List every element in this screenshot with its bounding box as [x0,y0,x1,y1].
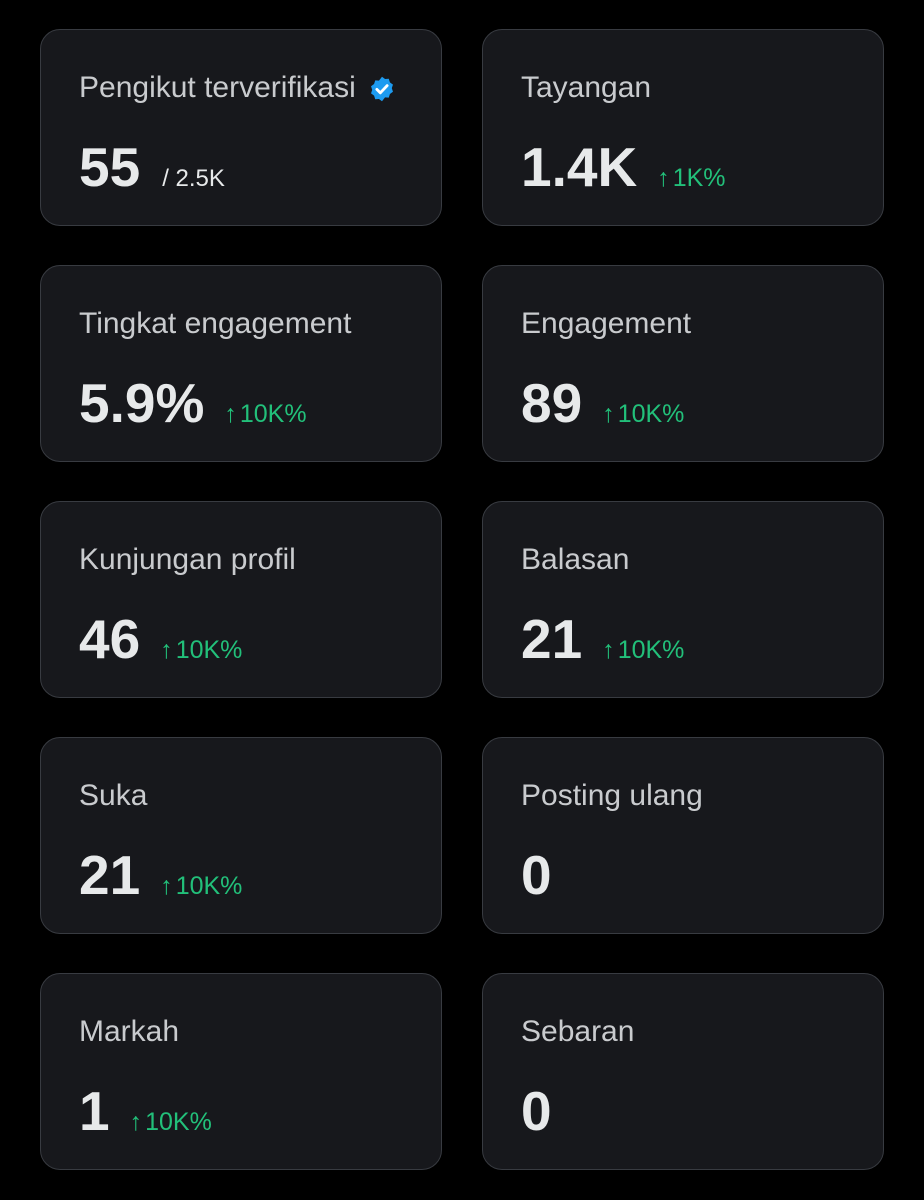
metric-label: Tingkat engagement [79,307,352,340]
metric-value: 0 [521,1080,552,1142]
metric-total: / 2.5K [162,165,225,192]
metric-value: 55 [79,136,141,198]
metric-value-row: 0 [521,1078,552,1144]
metric-value-row: 1 ↑ 10K% [79,1078,212,1144]
metric-card-impressions[interactable]: Tayangan 1.4K ↑ 1K% [482,29,884,226]
metric-card-profile-visits[interactable]: Kunjungan profil 46 ↑ 10K% [40,501,442,698]
metric-change-value: 10K% [239,400,307,428]
metric-card-engagements[interactable]: Engagement 89 ↑ 10K% [482,265,884,462]
metric-value: 46 [79,608,141,670]
arrow-up-icon: ↑ [160,872,173,900]
metric-value: 5.9% [79,372,205,434]
metric-card-verified-followers[interactable]: Pengikut terverifikasi 55 / 2.5K [40,29,442,226]
metric-label-row: Pengikut terverifikasi [79,68,396,108]
metric-change: ↑ 10K% [224,400,306,429]
metric-value: 21 [79,844,141,906]
metric-label: Engagement [521,307,692,340]
metric-change: ↑ 10K% [160,872,242,901]
metric-label: Posting ulang [521,779,703,812]
metric-value-row: 1.4K ↑ 1K% [521,134,726,200]
metric-label: Markah [79,1015,180,1048]
metric-value: 0 [521,844,552,906]
metric-change-value: 10K% [617,400,685,428]
metric-value-row: 21 ↑ 10K% [79,842,242,908]
verified-badge-icon [368,74,396,102]
metric-change-value: 10K% [175,636,243,664]
arrow-up-icon: ↑ [224,400,237,428]
metric-change: ↑ 10K% [602,400,684,429]
metric-label: Tayangan [521,71,652,104]
metric-value-row: 5.9% ↑ 10K% [79,370,307,436]
arrow-up-icon: ↑ [602,636,615,664]
metric-change: ↑ 10K% [602,636,684,665]
metric-change-value: 10K% [145,1108,212,1136]
metric-value-row: 46 ↑ 10K% [79,606,242,672]
metric-card-replies[interactable]: Balasan 21 ↑ 10K% [482,501,884,698]
metric-label: Balasan [521,543,630,576]
metric-change-value: 10K% [175,872,243,900]
metric-value: 21 [521,608,583,670]
metric-value-row: 21 ↑ 10K% [521,606,684,672]
metric-value: 1 [79,1080,110,1142]
metric-card-likes[interactable]: Suka 21 ↑ 10K% [40,737,442,934]
metric-card-engagement-rate[interactable]: Tingkat engagement 5.9% ↑ 10K% [40,265,442,462]
metric-label: Kunjungan profil [79,543,296,576]
metric-value-row: 0 [521,842,552,908]
metric-card-shares[interactable]: Sebaran 0 [482,973,884,1170]
metric-label: Pengikut terverifikasi [79,71,356,104]
metric-value-row: 89 ↑ 10K% [521,370,684,436]
metric-label: Sebaran [521,1015,635,1048]
metric-change: ↑ 10K% [160,636,242,665]
metric-card-bookmarks[interactable]: Markah 1 ↑ 10K% [40,973,442,1170]
metric-label: Suka [79,779,148,812]
metric-value-row: 55 / 2.5K [79,134,225,200]
metric-value: 1.4K [521,136,638,198]
arrow-up-icon: ↑ [160,636,173,664]
arrow-up-icon: ↑ [657,164,670,192]
metric-change: ↑ 1K% [657,164,725,193]
arrow-up-icon: ↑ [129,1108,143,1136]
metric-change: ↑ 10K% [130,1108,212,1137]
metric-change-value: 1K% [672,164,726,192]
metrics-grid: Pengikut terverifikasi 55 / 2.5K Tayanga… [40,29,884,1170]
metric-card-reposts[interactable]: Posting ulang 0 [482,737,884,934]
arrow-up-icon: ↑ [602,400,615,428]
metric-change-value: 10K% [617,636,685,664]
metric-value: 89 [521,372,583,434]
